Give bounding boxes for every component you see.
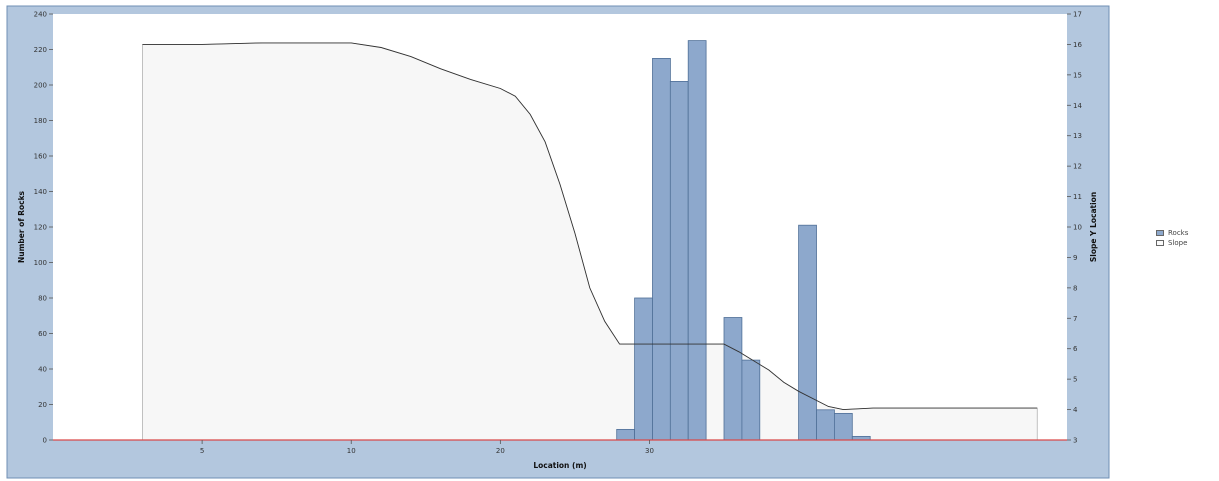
bar-1 bbox=[634, 297, 653, 441]
y-tick-label-7: 140 bbox=[34, 188, 47, 196]
y2-tick-label-3: 6 bbox=[1073, 345, 1078, 353]
y-axis-title: Number of Rocks bbox=[17, 190, 26, 263]
y2-tick-label-10: 13 bbox=[1073, 132, 1082, 140]
y2-tick-label-7: 10 bbox=[1073, 224, 1082, 232]
x-tick-label-2: 20 bbox=[496, 447, 505, 455]
y-tick-label-1: 20 bbox=[38, 401, 47, 409]
y-tick-label-12: 240 bbox=[34, 11, 47, 19]
x-tick-label-3: 30 bbox=[645, 447, 654, 455]
legend-swatch-rocks bbox=[1156, 230, 1164, 236]
y-tick-label-5: 100 bbox=[34, 259, 47, 267]
bar-8 bbox=[816, 409, 835, 441]
y-tick-label-9: 180 bbox=[34, 117, 47, 125]
y2-tick-label-12: 15 bbox=[1073, 71, 1082, 79]
x-tick-label-0: 5 bbox=[200, 447, 204, 455]
y-tick-label-2: 40 bbox=[38, 366, 47, 374]
y-tick-label-3: 60 bbox=[38, 330, 47, 338]
bar-0 bbox=[616, 428, 636, 441]
y-tick-label-6: 120 bbox=[34, 224, 47, 232]
legend-swatch-slope bbox=[1156, 240, 1164, 246]
y-tick-label-11: 220 bbox=[34, 46, 47, 54]
slope-line bbox=[142, 42, 1038, 411]
bar-9 bbox=[834, 412, 853, 441]
y-tick-label-4: 80 bbox=[38, 295, 47, 303]
legend-item-slope: Slope bbox=[1156, 238, 1188, 248]
y2-tick-label-13: 16 bbox=[1073, 41, 1082, 49]
x-axis-title: Location (m) bbox=[533, 461, 586, 470]
bar-6 bbox=[741, 359, 761, 441]
y2-tick-label-6: 9 bbox=[1073, 254, 1077, 262]
y-tick-label-0: 0 bbox=[43, 437, 47, 445]
y2-tick-label-14: 17 bbox=[1073, 11, 1082, 19]
y2-tick-label-5: 8 bbox=[1073, 284, 1077, 292]
y2-tick-label-1: 4 bbox=[1073, 406, 1078, 414]
x-tick-label-1: 10 bbox=[347, 447, 356, 455]
bar-2 bbox=[652, 58, 671, 441]
y2-tick-label-2: 5 bbox=[1073, 376, 1077, 384]
y-tick-label-8: 160 bbox=[34, 153, 47, 161]
legend: Rocks Slope bbox=[1156, 228, 1188, 248]
bar-7 bbox=[798, 224, 817, 441]
legend-label-rocks: Rocks bbox=[1168, 229, 1189, 237]
bar-5 bbox=[723, 317, 743, 441]
y2-tick-label-4: 7 bbox=[1073, 315, 1077, 323]
y2-tick-label-8: 11 bbox=[1073, 193, 1082, 201]
y2-tick-label-0: 3 bbox=[1073, 437, 1077, 445]
y-tick-label-10: 200 bbox=[34, 82, 47, 90]
y2-tick-label-9: 12 bbox=[1073, 163, 1082, 171]
y2-tick-label-11: 14 bbox=[1073, 102, 1082, 110]
bar-3 bbox=[669, 81, 689, 441]
legend-label-slope: Slope bbox=[1168, 239, 1188, 247]
bar-4 bbox=[687, 40, 707, 441]
y2-axis-title: Slope Y Location bbox=[1089, 192, 1098, 262]
legend-item-rocks: Rocks bbox=[1156, 228, 1188, 238]
